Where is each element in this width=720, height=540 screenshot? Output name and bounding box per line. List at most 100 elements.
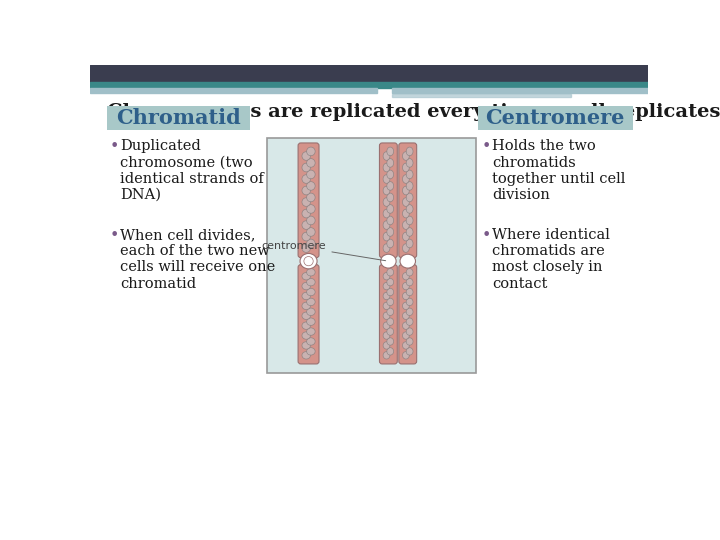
Ellipse shape <box>302 244 310 252</box>
Ellipse shape <box>307 239 315 248</box>
Ellipse shape <box>383 198 390 206</box>
Ellipse shape <box>302 232 310 241</box>
Ellipse shape <box>406 308 413 315</box>
Ellipse shape <box>387 318 394 326</box>
Text: When cell divides,
each of the two new
cells will receive one
chromatid: When cell divides, each of the two new c… <box>120 228 276 291</box>
Ellipse shape <box>406 228 413 237</box>
Bar <box>90 88 377 92</box>
Ellipse shape <box>307 228 315 237</box>
Ellipse shape <box>302 352 310 359</box>
Ellipse shape <box>302 186 310 195</box>
Ellipse shape <box>302 152 310 160</box>
Ellipse shape <box>387 328 394 335</box>
Ellipse shape <box>387 308 394 315</box>
Ellipse shape <box>387 216 394 225</box>
Ellipse shape <box>302 282 310 290</box>
FancyBboxPatch shape <box>379 265 397 364</box>
FancyBboxPatch shape <box>379 143 397 258</box>
Ellipse shape <box>383 302 390 309</box>
Ellipse shape <box>307 318 315 326</box>
Ellipse shape <box>383 209 390 218</box>
Ellipse shape <box>406 239 413 248</box>
FancyBboxPatch shape <box>399 265 417 364</box>
Ellipse shape <box>406 328 413 335</box>
Ellipse shape <box>307 348 315 355</box>
Ellipse shape <box>383 312 390 320</box>
Ellipse shape <box>402 322 409 329</box>
Ellipse shape <box>406 279 413 286</box>
Ellipse shape <box>307 159 315 167</box>
Ellipse shape <box>406 205 413 213</box>
Ellipse shape <box>402 232 409 241</box>
Text: Where identical
chromatids are
most closely in
contact: Where identical chromatids are most clos… <box>492 228 610 291</box>
Ellipse shape <box>406 159 413 167</box>
Ellipse shape <box>406 181 413 190</box>
Ellipse shape <box>307 298 315 306</box>
Ellipse shape <box>402 282 409 290</box>
Ellipse shape <box>406 348 413 355</box>
Ellipse shape <box>302 342 310 349</box>
Ellipse shape <box>383 186 390 195</box>
Ellipse shape <box>387 239 394 248</box>
Ellipse shape <box>383 244 390 252</box>
Ellipse shape <box>406 298 413 306</box>
Text: Duplicated
chromosome (two
identical strands of
DNA): Duplicated chromosome (two identical str… <box>120 139 264 202</box>
Ellipse shape <box>307 216 315 225</box>
Ellipse shape <box>387 159 394 167</box>
Ellipse shape <box>402 292 409 300</box>
Ellipse shape <box>307 205 315 213</box>
Ellipse shape <box>402 209 409 218</box>
Ellipse shape <box>387 147 394 156</box>
Ellipse shape <box>387 348 394 355</box>
Ellipse shape <box>307 193 315 202</box>
Ellipse shape <box>387 338 394 345</box>
Ellipse shape <box>307 308 315 315</box>
Ellipse shape <box>402 152 409 160</box>
Text: •: • <box>109 228 119 243</box>
Ellipse shape <box>302 273 310 280</box>
Ellipse shape <box>304 256 313 266</box>
Ellipse shape <box>383 152 390 160</box>
Ellipse shape <box>383 232 390 241</box>
Ellipse shape <box>383 292 390 300</box>
FancyBboxPatch shape <box>399 143 417 258</box>
Ellipse shape <box>302 312 310 320</box>
Ellipse shape <box>302 332 310 339</box>
Text: Holds the two
chromatids
together until cell
division: Holds the two chromatids together until … <box>492 139 626 202</box>
Ellipse shape <box>307 268 315 276</box>
Ellipse shape <box>383 322 390 329</box>
Ellipse shape <box>300 253 317 269</box>
FancyBboxPatch shape <box>298 143 319 258</box>
Ellipse shape <box>302 175 310 184</box>
Ellipse shape <box>302 292 310 300</box>
Text: •: • <box>482 228 491 243</box>
Ellipse shape <box>402 332 409 339</box>
Ellipse shape <box>387 193 394 202</box>
Ellipse shape <box>402 312 409 320</box>
Ellipse shape <box>383 342 390 349</box>
Ellipse shape <box>383 221 390 230</box>
Ellipse shape <box>406 147 413 156</box>
Ellipse shape <box>307 288 315 296</box>
Ellipse shape <box>402 302 409 309</box>
Bar <box>392 94 570 97</box>
Ellipse shape <box>302 322 310 329</box>
Ellipse shape <box>406 268 413 276</box>
Text: •: • <box>482 139 491 154</box>
Text: centromere: centromere <box>262 241 386 261</box>
Ellipse shape <box>387 205 394 213</box>
Ellipse shape <box>307 181 315 190</box>
Ellipse shape <box>387 298 394 306</box>
Ellipse shape <box>387 279 394 286</box>
Ellipse shape <box>302 302 310 309</box>
Ellipse shape <box>381 254 396 268</box>
Ellipse shape <box>402 273 409 280</box>
Ellipse shape <box>387 228 394 237</box>
Text: Centromere: Centromere <box>485 108 625 128</box>
Ellipse shape <box>307 328 315 335</box>
FancyBboxPatch shape <box>298 265 319 364</box>
Ellipse shape <box>302 163 310 172</box>
Text: Chromatid: Chromatid <box>117 108 241 128</box>
Ellipse shape <box>302 209 310 218</box>
Text: Chromosomes are replicated every time a cell replicates: Chromosomes are replicated every time a … <box>107 103 720 122</box>
